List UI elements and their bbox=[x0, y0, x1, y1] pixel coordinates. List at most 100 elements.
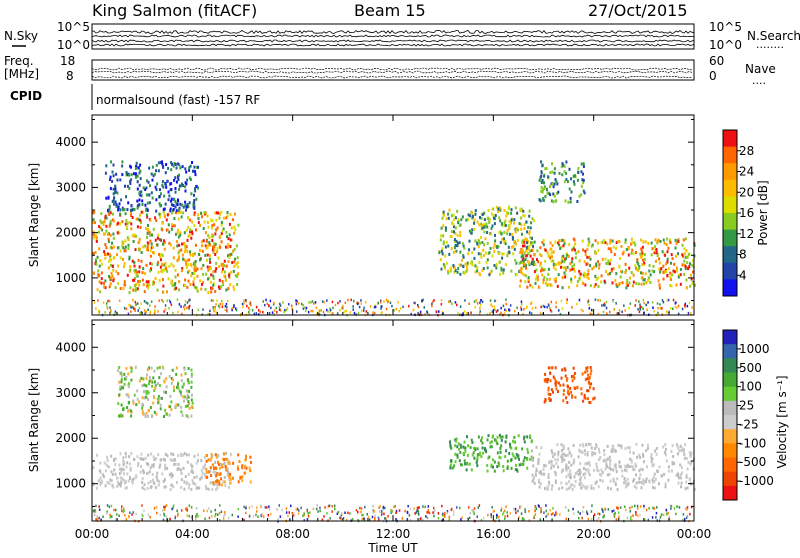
data-cell bbox=[115, 203, 118, 207]
ground-scatter-cell bbox=[491, 506, 493, 509]
data-cell bbox=[571, 248, 574, 252]
ground-scatter-cell bbox=[514, 310, 516, 313]
data-cell bbox=[163, 247, 166, 251]
data-cell bbox=[187, 415, 190, 419]
data-cell bbox=[616, 285, 619, 289]
data-cell bbox=[223, 480, 226, 484]
ground-scatter-cell bbox=[637, 308, 639, 311]
ground-scatter-cell bbox=[108, 505, 111, 509]
data-cell bbox=[463, 246, 466, 250]
data-cell bbox=[635, 442, 638, 446]
data-cell bbox=[144, 244, 147, 248]
ground-scatter-cell bbox=[219, 302, 222, 306]
ground-scatter-cell bbox=[168, 299, 171, 302]
data-cell bbox=[666, 250, 669, 254]
data-cell bbox=[94, 233, 97, 237]
ground-scatter-cell bbox=[385, 307, 388, 311]
data-cell bbox=[511, 237, 514, 241]
data-cell bbox=[174, 275, 177, 279]
data-cell bbox=[149, 249, 152, 253]
data-cell bbox=[614, 279, 617, 283]
ground-scatter-cell bbox=[139, 312, 141, 315]
ground-scatter-cell bbox=[625, 508, 627, 512]
ground-scatter-cell bbox=[279, 304, 282, 307]
data-cell bbox=[211, 248, 214, 252]
data-cell bbox=[486, 464, 489, 467]
data-cell bbox=[143, 290, 146, 294]
ground-scatter-cell bbox=[372, 311, 374, 314]
data-cell bbox=[522, 462, 525, 466]
data-cell bbox=[102, 232, 105, 236]
ground-scatter-cell bbox=[678, 506, 681, 509]
ground-scatter-cell bbox=[249, 301, 252, 305]
data-cell bbox=[147, 228, 150, 232]
station-title: King Salmon (fitACF) bbox=[92, 1, 257, 20]
data-cell bbox=[496, 451, 499, 455]
data-cell bbox=[173, 463, 176, 466]
data-cell bbox=[483, 218, 486, 222]
cpid-label: CPID bbox=[10, 89, 42, 103]
ground-scatter-cell bbox=[248, 313, 251, 316]
data-cell bbox=[454, 244, 457, 247]
data-cell bbox=[228, 273, 231, 277]
ground-scatter-cell bbox=[448, 518, 450, 521]
data-cell bbox=[586, 369, 589, 373]
data-cell bbox=[634, 243, 637, 247]
ground-scatter-cell bbox=[503, 312, 506, 315]
ground-scatter-cell bbox=[449, 299, 452, 303]
data-cell bbox=[523, 244, 526, 248]
ground-scatter-cell bbox=[246, 304, 248, 308]
data-cell bbox=[185, 414, 188, 418]
data-cell bbox=[647, 279, 649, 282]
ground-scatter-cell bbox=[340, 514, 343, 517]
data-cell bbox=[452, 213, 455, 217]
data-cell bbox=[642, 278, 645, 282]
ground-scatter-cell bbox=[295, 302, 298, 306]
data-cell bbox=[583, 395, 586, 399]
data-cell bbox=[151, 233, 153, 237]
data-cell bbox=[226, 467, 229, 471]
ground-scatter-cell bbox=[208, 507, 210, 510]
data-cell bbox=[593, 468, 596, 472]
data-cell bbox=[147, 414, 150, 418]
data-cell bbox=[134, 268, 137, 272]
ground-scatter-cell bbox=[210, 510, 212, 513]
data-cell bbox=[559, 247, 562, 250]
data-cell bbox=[642, 240, 645, 244]
data-cell bbox=[630, 237, 633, 241]
data-cell bbox=[98, 469, 101, 473]
data-cell bbox=[109, 478, 111, 482]
data-cell bbox=[500, 444, 503, 448]
data-cell bbox=[150, 452, 153, 456]
ground-scatter-cell bbox=[334, 303, 337, 307]
data-cell bbox=[156, 288, 159, 292]
ground-scatter-cell bbox=[504, 509, 506, 513]
data-cell bbox=[562, 164, 565, 168]
data-cell bbox=[569, 386, 572, 390]
nsearch-bottom-tick: 10^0 bbox=[709, 38, 742, 52]
data-cell bbox=[185, 389, 188, 393]
ground-scatter-cell bbox=[248, 302, 251, 305]
data-cell bbox=[595, 443, 598, 447]
ground-scatter-cell bbox=[374, 514, 376, 517]
data-cell bbox=[135, 274, 138, 278]
data-cell bbox=[121, 414, 124, 418]
data-cell bbox=[630, 458, 633, 462]
ground-scatter-cell bbox=[123, 506, 125, 510]
data-cell bbox=[478, 453, 481, 457]
ground-scatter-cell bbox=[221, 305, 224, 308]
data-cell bbox=[235, 244, 238, 248]
data-cell bbox=[151, 245, 154, 249]
ground-scatter-cell bbox=[378, 518, 380, 521]
data-cell bbox=[609, 238, 612, 242]
data-cell bbox=[175, 209, 178, 213]
data-cell bbox=[145, 384, 148, 388]
data-cell bbox=[677, 252, 679, 256]
data-cell bbox=[592, 451, 595, 455]
data-cell bbox=[515, 242, 517, 246]
data-cell bbox=[492, 465, 494, 469]
data-cell bbox=[478, 272, 481, 276]
ground-scatter-cell bbox=[448, 300, 450, 303]
ground-scatter-cell bbox=[132, 511, 135, 514]
ground-scatter-cell bbox=[629, 510, 631, 513]
